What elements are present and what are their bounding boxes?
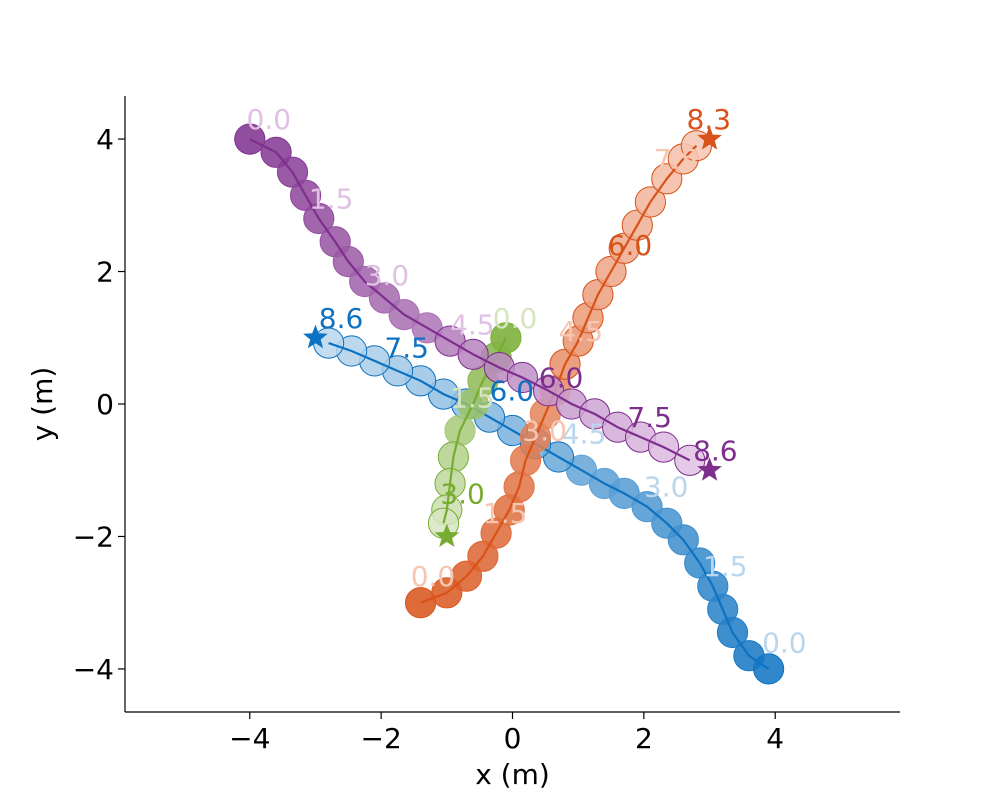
time-label: 4.5 — [450, 309, 495, 342]
time-label: 6.0 — [539, 361, 584, 394]
trajectory-layer — [234, 123, 785, 685]
series-purple — [234, 123, 722, 481]
time-label: 0.0 — [762, 626, 807, 659]
time-label: 8.6 — [693, 434, 738, 467]
time-label: 3.0 — [365, 259, 410, 292]
series-blue — [303, 324, 785, 685]
x-axis-label: x (m) — [475, 758, 550, 791]
time-label: 4.5 — [559, 315, 604, 348]
time-label: 7.5 — [654, 143, 699, 176]
x-tick-label: −4 — [229, 722, 270, 755]
time-label: 1.5 — [450, 381, 495, 414]
series-orange — [405, 126, 722, 619]
time-label: 1.5 — [703, 550, 748, 583]
time-label: 7.5 — [384, 332, 429, 365]
goal-star-icon — [697, 126, 722, 150]
time-label: 3.0 — [644, 471, 689, 504]
time-label: 8.6 — [319, 302, 364, 335]
y-tick-label: 0 — [96, 388, 114, 421]
axes: −4 −2 0 2 4 −4 −2 0 2 4 x (m) y (m) — [26, 96, 900, 791]
time-label: 3.0 — [522, 414, 567, 447]
trajectory-line — [420, 144, 698, 604]
y-tick-label: −4 — [73, 653, 114, 686]
time-label: 7.5 — [627, 401, 672, 434]
time-label: 1.5 — [309, 183, 354, 216]
y-axis-label: y (m) — [26, 367, 59, 442]
y-ticks: −4 −2 0 2 4 — [73, 123, 125, 686]
y-tick-label: 2 — [96, 256, 114, 289]
y-tick-label: 4 — [96, 123, 114, 156]
trajectory-line — [249, 138, 691, 462]
x-tick-label: −2 — [361, 722, 402, 755]
time-label: 6.0 — [608, 229, 653, 262]
time-label: 0.0 — [247, 103, 292, 136]
trajectory-line — [328, 342, 770, 670]
x-ticks: −4 −2 0 2 4 — [229, 712, 784, 755]
time-label: 8.3 — [687, 103, 732, 136]
y-tick-label: −2 — [73, 520, 114, 553]
time-label: 3.0 — [440, 477, 485, 510]
goal-star-icon — [697, 457, 722, 481]
x-tick-label: 0 — [504, 722, 522, 755]
x-tick-label: 2 — [635, 722, 653, 755]
x-tick-label: 4 — [766, 722, 784, 755]
time-label: 1.5 — [483, 497, 528, 530]
time-label: 4.5 — [562, 418, 607, 451]
time-label: 6.0 — [490, 375, 535, 408]
time-label-layer: 0.01.53.04.56.07.58.60.01.53.04.56.07.58… — [247, 103, 807, 659]
time-label: 0.0 — [493, 302, 538, 335]
time-label: 0.0 — [411, 560, 456, 593]
goal-star-icon — [434, 523, 460, 547]
goal-star-icon — [303, 324, 328, 349]
